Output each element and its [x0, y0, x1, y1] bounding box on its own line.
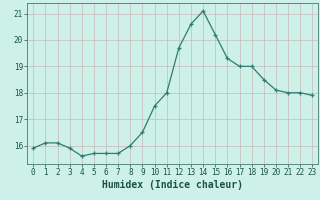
X-axis label: Humidex (Indice chaleur): Humidex (Indice chaleur) [102, 180, 243, 190]
